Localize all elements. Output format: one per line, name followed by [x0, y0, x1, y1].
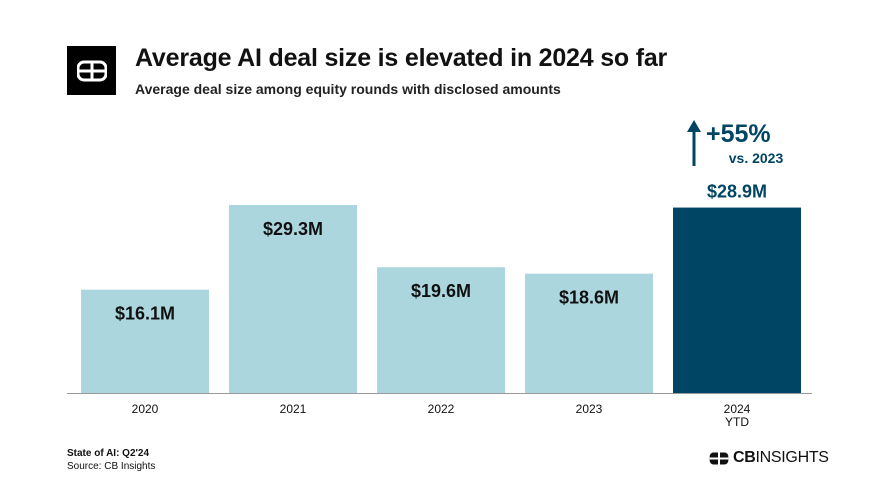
cb-insights-logo: CB INSIGHTS [709, 449, 829, 467]
up-arrow-icon-head [687, 120, 701, 132]
bar-2023 [525, 273, 653, 393]
x-tick-sublabel-2024: YTD [725, 415, 749, 429]
x-tick-2020: 2020 [132, 402, 159, 416]
x-tick-2023: 2023 [576, 402, 603, 416]
cb-mark-icon [709, 452, 729, 464]
report-name: State of AI: Q2'24 [67, 448, 150, 459]
x-tick-2021: 2021 [280, 402, 307, 416]
brand-text-bold: CB [733, 449, 756, 466]
up-arrow-icon-shaft [692, 131, 696, 166]
cb-logo-icon [76, 60, 107, 81]
bar-2021 [229, 205, 357, 393]
bar-2024 [673, 207, 801, 393]
data-label-2023: $18.6M [559, 288, 619, 308]
source-note: Source: CB Insights [67, 461, 156, 472]
bar-2020 [81, 289, 209, 393]
chart-title: Average AI deal size is elevated in 2024… [135, 44, 668, 72]
x-tick-2022: 2022 [428, 402, 455, 416]
x-tick-2024: 2024 [724, 402, 751, 416]
data-label-2020: $16.1M [115, 304, 175, 324]
chart-subtitle: Average deal size among equity rounds wi… [135, 81, 561, 97]
annotation-value: +55% [706, 120, 771, 148]
data-label-2021: $29.3M [263, 219, 323, 239]
brand-text-regular: INSIGHTS [755, 449, 829, 466]
cb-logo [67, 46, 116, 95]
bar-chart: $16.1M 2020 $29.3M 2021 $19.6M 2022 $18.6M 2023… [67, 120, 812, 429]
data-label-2024: $28.9M [707, 182, 767, 202]
data-label-2022: $19.6M [411, 281, 471, 301]
annotation-comparison: vs. 2023 [729, 150, 784, 166]
bar-2022 [377, 267, 505, 393]
